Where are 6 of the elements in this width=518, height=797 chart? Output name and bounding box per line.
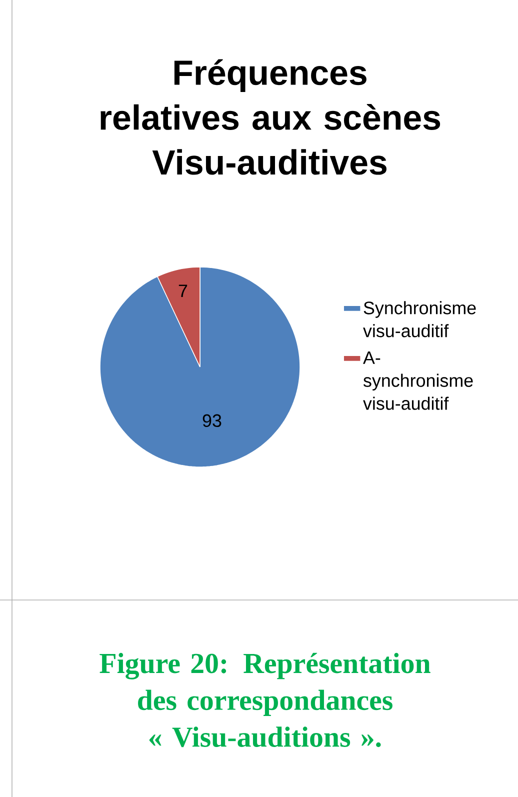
legend-label: A-synchronisme visu-auditif	[363, 352, 473, 410]
chart-title: Fréquences relatives aux scènes Visu-auditives	[100, 59, 440, 175]
data-label: 93	[202, 414, 222, 428]
legend-label: Synchronisme visu-auditif	[363, 301, 476, 338]
caption: Figure 20: Représentation des correspondances « Visu-auditions ».	[100, 652, 430, 748]
data-label: 7	[178, 284, 188, 298]
